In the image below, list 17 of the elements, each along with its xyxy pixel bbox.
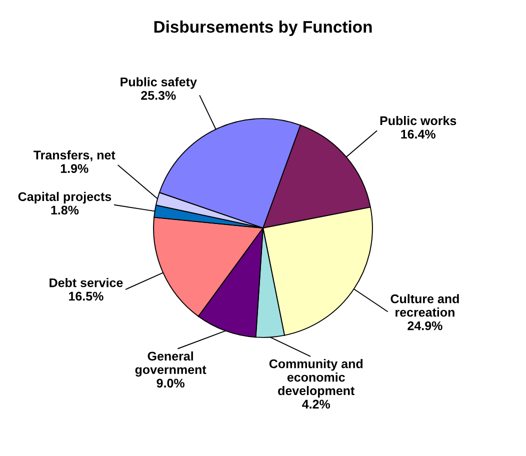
data-label: 1.9% [60, 164, 88, 173]
data-label: 16.4% [401, 130, 436, 139]
data-label: 4.2% [302, 400, 330, 409]
slice-label: Public works [380, 116, 456, 126]
slice-label: General government [135, 351, 206, 377]
slice-label: Culture and recreation [390, 294, 459, 317]
slice-label: Capital projects [18, 192, 112, 204]
data-label: 1.8% [51, 206, 79, 215]
slice-label: Transfers, net [34, 150, 116, 162]
data-label: 16.5% [69, 292, 104, 301]
data-label: 24.9% [408, 321, 442, 330]
slice-label: Public safety [120, 77, 197, 89]
chart-title: Disbursements by Function [154, 20, 372, 36]
data-label: 9.0% [156, 378, 184, 388]
data-label: 25.3% [141, 90, 176, 100]
slice-label: Debt service [50, 278, 123, 288]
slice-label: Community and economic development [269, 359, 363, 398]
